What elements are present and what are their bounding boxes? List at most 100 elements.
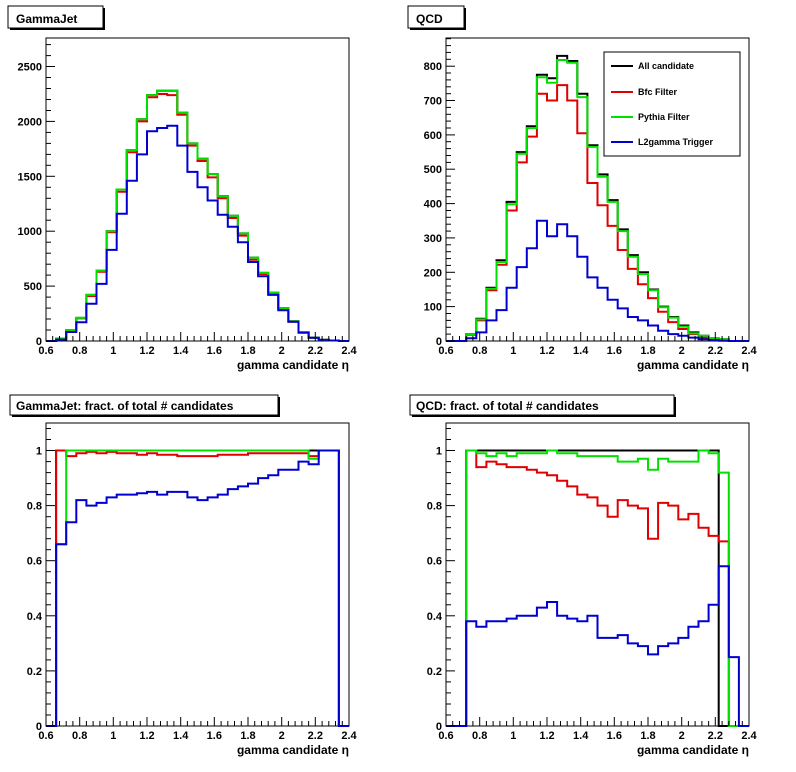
x-tick-label: 1.4: [173, 345, 189, 357]
x-tick-label: 1.8: [640, 345, 655, 357]
plot-title: GammaJet: fract. of total # candidates: [16, 399, 234, 413]
plot-frame: [45, 422, 350, 727]
y-tick-label: 300: [424, 233, 442, 245]
x-tick-label: 1.2: [139, 730, 154, 742]
x-axis-label: gamma candidate η: [237, 358, 349, 372]
y-tick-label: 0.4: [27, 611, 43, 623]
series-l2gamma-trigger: [446, 219, 749, 342]
x-tick-label: 1: [510, 345, 516, 357]
title-box: [409, 394, 675, 416]
series-layer: [46, 449, 349, 727]
x-axis-label: gamma candidate η: [637, 358, 749, 372]
x-tick-label: 1.4: [573, 345, 589, 357]
y-tick-label: 200: [424, 267, 442, 279]
pad-gammajet: 0.6 0.8 1 1.2 1.4 1.6 1.8 2 2.2 2.4 0 500 1000 1500 20…: [7, 5, 358, 372]
x-tick-label: 1.4: [173, 730, 189, 742]
y-tick-label: 0: [436, 721, 442, 733]
pad-qcd-fraction: 0.6 0.8 1 1.2 1.4 1.6 1.8 2 2.2 2.4 0 0.2 0.4 0.6 0.8 1…: [409, 394, 758, 757]
y-tick-label: 800: [424, 61, 442, 73]
legend-box: [603, 51, 741, 157]
plot-title: QCD: fract. of total # candidates: [416, 399, 599, 413]
legend-label-l2gamma-trigger: L2gamma Trigger: [638, 137, 714, 147]
plot-frame: [445, 422, 750, 727]
x-tick-label: 0.6: [438, 730, 453, 742]
y-tick-label: 0.8: [27, 501, 42, 513]
legend: All candidate Bfc Filter Pythia Filter L…: [603, 51, 741, 157]
x-tick-label: 0.6: [38, 730, 53, 742]
series-l2gamma-trigger: [46, 124, 349, 342]
x-tick-label: 1.2: [539, 730, 554, 742]
x-tick-label: 2: [279, 345, 285, 357]
x-tick-label: 1.2: [539, 345, 554, 357]
legend-label-all-candidate: All candidate: [638, 61, 694, 71]
y-tick-label: 0.2: [427, 666, 442, 678]
x-tick-label: 0.8: [72, 345, 87, 357]
x-tick-label: 2.4: [341, 345, 357, 357]
x-tick-label: 2.2: [308, 345, 323, 357]
axis-layer: 0.6 0.8 1 1.2 1.4 1.6 1.8 2 2.2 2.4 0 100 200 300 400 5…: [424, 38, 758, 357]
y-tick-label: 400: [424, 199, 442, 211]
series-l2gamma-trigger: [46, 449, 349, 727]
axis-layer: 0.6 0.8 1 1.2 1.4 1.6 1.8 2 2.2 2.4 0 0.2 0.4 0.6 0.8 1: [27, 428, 358, 742]
y-tick-label: 0.4: [427, 611, 443, 623]
y-tick-label: 0.2: [27, 666, 42, 678]
series-bfc-filter: [46, 449, 349, 727]
x-tick-label: 1.6: [207, 730, 222, 742]
x-tick-label: 2.2: [708, 345, 723, 357]
series-layer: [446, 449, 749, 727]
x-tick-label: 2.4: [741, 345, 757, 357]
x-tick-label: 1.8: [240, 730, 255, 742]
series-pythia-filter: [46, 449, 349, 727]
x-tick-label: 0.6: [438, 345, 453, 357]
series-bfc-filter: [446, 449, 749, 727]
legend-label-pythia-filter: Pythia Filter: [638, 112, 690, 122]
y-tick-label: 1: [436, 446, 442, 458]
x-tick-label: 1: [110, 345, 116, 357]
y-tick-label: 1000: [18, 226, 42, 238]
y-tick-label: 0: [436, 336, 442, 348]
series-l2gamma-trigger: [446, 565, 749, 727]
x-tick-label: 2: [679, 730, 685, 742]
title-box: [7, 5, 104, 29]
x-tick-label: 1.8: [640, 730, 655, 742]
x-tick-label: 1.6: [207, 345, 222, 357]
y-tick-label: 0.6: [27, 556, 42, 568]
y-tick-label: 1500: [18, 171, 42, 183]
y-tick-label: 0.6: [427, 556, 442, 568]
x-tick-label: 1: [110, 730, 116, 742]
y-tick-label: 100: [424, 302, 442, 314]
axis-layer: 0.6 0.8 1 1.2 1.4 1.6 1.8 2 2.2 2.4 0 0.2 0.4 0.6 0.8 1: [427, 428, 758, 742]
y-tick-label: 0: [36, 336, 42, 348]
x-tick-label: 0.8: [472, 345, 487, 357]
x-tick-label: 1.4: [573, 730, 589, 742]
x-tick-label: 1.6: [607, 730, 622, 742]
y-tick-label: 2500: [18, 62, 42, 74]
x-tick-label: 0.6: [38, 345, 53, 357]
x-tick-label: 2.4: [741, 730, 757, 742]
y-tick-label: 500: [424, 164, 442, 176]
plot-title: QCD: [416, 12, 443, 26]
x-tick-label: 2: [679, 345, 685, 357]
x-tick-label: 2.2: [308, 730, 323, 742]
series-layer: [46, 89, 349, 342]
x-axis-label: gamma candidate η: [237, 743, 349, 757]
series-pythia-filter: [446, 449, 749, 727]
x-tick-label: 1: [510, 730, 516, 742]
series-pythia-filter: [446, 59, 749, 342]
x-tick-label: 2.4: [341, 730, 357, 742]
y-tick-label: 600: [424, 130, 442, 142]
y-tick-label: 700: [424, 96, 442, 108]
axis-layer: 0.6 0.8 1 1.2 1.4 1.6 1.8 2 2.2 2.4 0 500 1000 1500 20…: [18, 44, 358, 357]
legend-label-bfc-filter: Bfc Filter: [638, 87, 678, 97]
y-tick-label: 2000: [18, 116, 42, 128]
x-tick-label: 1.2: [139, 345, 154, 357]
x-tick-label: 1.8: [240, 345, 255, 357]
title-box: [9, 394, 279, 416]
y-tick-label: 1: [36, 446, 42, 458]
plot-title: GammaJet: [16, 12, 77, 26]
x-tick-label: 2.2: [708, 730, 723, 742]
x-tick-label: 1.6: [607, 345, 622, 357]
x-tick-label: 0.8: [472, 730, 487, 742]
y-tick-label: 0: [36, 721, 42, 733]
